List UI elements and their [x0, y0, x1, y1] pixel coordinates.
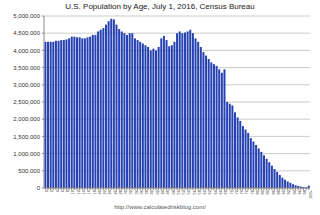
svg-text:74: 74 — [239, 189, 244, 194]
svg-text:4: 4 — [55, 189, 60, 192]
svg-text:78: 78 — [250, 189, 255, 194]
svg-text:52: 52 — [181, 189, 186, 194]
svg-text:2,500,000: 2,500,000 — [13, 99, 40, 105]
svg-text:1,500,000: 1,500,000 — [13, 134, 40, 140]
svg-text:98: 98 — [302, 189, 307, 194]
html-text:http://www.calculatedriskblog.: http://www.calculatedriskblog.com/ — [114, 204, 206, 210]
svg-text:2: 2 — [49, 189, 54, 192]
svg-text:80: 80 — [255, 189, 260, 194]
svg-text:66: 66 — [218, 189, 223, 194]
svg-text:94: 94 — [292, 189, 297, 194]
svg-text:3,500,000: 3,500,000 — [13, 65, 40, 71]
svg-text:32: 32 — [128, 189, 133, 194]
svg-text:40: 40 — [150, 189, 155, 194]
svg-text:62: 62 — [207, 189, 212, 194]
svg-text:18: 18 — [92, 189, 97, 194]
svg-text:84: 84 — [265, 189, 270, 194]
svg-text:88: 88 — [276, 189, 281, 194]
svg-text:10: 10 — [70, 189, 75, 194]
svg-text:90: 90 — [281, 189, 286, 194]
svg-text:22: 22 — [102, 189, 107, 194]
svg-text:6: 6 — [60, 189, 65, 192]
svg-text:5,000,000: 5,000,000 — [13, 13, 40, 19]
svg-text:56: 56 — [192, 189, 197, 194]
svg-text:20: 20 — [97, 189, 102, 194]
svg-text:100+: 100+ — [308, 189, 312, 199]
svg-text:72: 72 — [234, 189, 239, 194]
svg-text:96: 96 — [297, 189, 302, 194]
svg-text:70: 70 — [229, 189, 234, 194]
svg-text:2,000,000: 2,000,000 — [13, 116, 40, 122]
svg-text:92: 92 — [286, 189, 291, 194]
html-text:U.S. Population by Age, July 1: U.S. Population by Age, July 1, 2016, Ce… — [65, 2, 255, 11]
svg-text:50: 50 — [176, 189, 181, 194]
svg-text:60: 60 — [202, 189, 207, 194]
svg-text:36: 36 — [139, 189, 144, 194]
svg-text:58: 58 — [197, 189, 202, 194]
svg-text:8: 8 — [65, 189, 70, 192]
svg-text:34: 34 — [134, 189, 139, 194]
svg-text:44: 44 — [160, 189, 165, 194]
svg-text:64: 64 — [213, 189, 218, 194]
svg-text:54: 54 — [186, 189, 191, 194]
svg-text:48: 48 — [171, 189, 176, 194]
svg-text:86: 86 — [271, 189, 276, 194]
svg-text:1,000,000: 1,000,000 — [13, 151, 40, 157]
svg-text:4,500,000: 4,500,000 — [13, 30, 40, 36]
svg-text:42: 42 — [155, 189, 160, 194]
svg-text:4,000,000: 4,000,000 — [13, 48, 40, 54]
svg-text:68: 68 — [223, 189, 228, 194]
svg-text:46: 46 — [165, 189, 170, 194]
svg-text:500,000: 500,000 — [18, 168, 40, 174]
svg-text:28: 28 — [118, 189, 123, 194]
svg-text:12: 12 — [76, 189, 81, 194]
svg-text:38: 38 — [144, 189, 149, 194]
svg-text:26: 26 — [113, 189, 118, 194]
svg-text:82: 82 — [260, 189, 265, 194]
svg-text:76: 76 — [244, 189, 249, 194]
svg-text:30: 30 — [123, 189, 128, 194]
svg-text:16: 16 — [86, 189, 91, 194]
svg-text:14: 14 — [81, 189, 86, 194]
svg-text:24: 24 — [107, 189, 112, 194]
svg-text:3,000,000: 3,000,000 — [13, 82, 40, 88]
svg-text:0: 0 — [37, 185, 41, 191]
svg-text:0: 0 — [44, 189, 49, 192]
